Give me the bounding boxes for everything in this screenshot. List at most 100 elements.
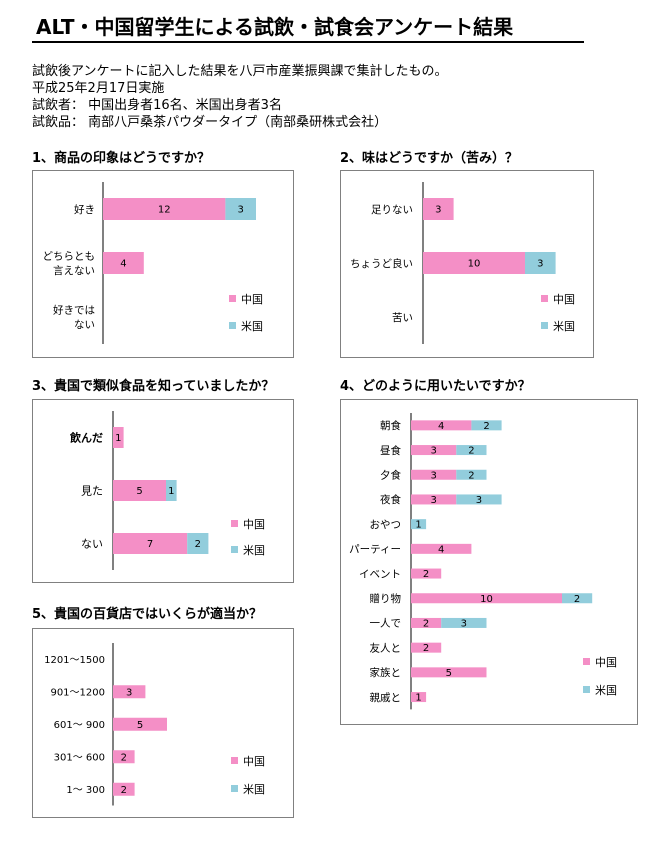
bar-segment-china — [411, 667, 487, 678]
legend-swatch-usa — [231, 546, 238, 553]
bar-segment-china — [411, 642, 442, 653]
bar-segment-china — [411, 469, 457, 480]
legend-label-china: 中国 — [553, 293, 575, 306]
category-label: 1～ 300 — [66, 785, 105, 796]
legend-swatch-china — [583, 658, 590, 665]
bar-segment-china — [423, 252, 525, 274]
category-label: 友人と — [370, 641, 402, 654]
legend-label-usa: 米国 — [241, 320, 263, 333]
data-label: 2 — [483, 421, 489, 432]
category-label: おやつ — [370, 519, 402, 531]
category-label: パーティー — [349, 544, 401, 556]
bar-segment-china — [411, 445, 457, 456]
chart-3: 飲んだ 1 見た 5 1 ない 7 2 中国米国 — [32, 399, 294, 583]
data-label: 2 — [121, 785, 127, 796]
category-label: 301～ 600 — [54, 752, 105, 763]
data-label: 3 — [430, 470, 436, 481]
chart-4-svg: 朝食 4 2 昼食 3 2 夕食 3 2 夜食 3 3 おやつ 1 パーティー 4 イベント 2 贈り物 10 2 一人で… — [349, 413, 617, 710]
data-label: 10 — [480, 594, 493, 605]
category-label: 好き — [74, 204, 95, 216]
data-label: 2 — [574, 594, 580, 605]
chart-1: 好き 12 3 どちらとも言えない 4 好きではない 中国米国 — [32, 170, 294, 358]
data-label: 5 — [137, 720, 143, 731]
data-label: 5 — [446, 668, 452, 679]
data-label: 2 — [195, 539, 201, 550]
legend-swatch-china — [231, 757, 238, 764]
info-line: 平成25年2月17日実施 — [32, 81, 165, 96]
bar-segment-china — [103, 198, 226, 220]
bar-segment-usa — [187, 533, 209, 554]
bar-segment-china — [411, 617, 442, 628]
page-title: ALT・中国留学生による試飲・試食会アンケート結果 — [32, 13, 584, 43]
bar-segment-usa — [441, 617, 487, 628]
category-label: 夜食 — [380, 493, 401, 506]
category-label: 見た — [81, 484, 103, 497]
category-label: 親戚と — [370, 691, 402, 704]
legend-swatch-usa — [231, 785, 238, 792]
bar-segment-china — [423, 198, 454, 220]
data-label: 4 — [438, 421, 444, 432]
chart-5: 1201～1500 901～1200 3 601～ 900 5 301～ 600 2 1～ 3… — [32, 628, 294, 818]
data-label: 3 — [430, 446, 436, 457]
bar-segment-usa — [456, 494, 502, 505]
legend-label-china: 中国 — [243, 518, 265, 531]
category-label: 901～1200 — [50, 687, 105, 698]
data-label: 1 — [115, 433, 121, 444]
info-line: 試飲者： 中国出身者16名、米国出身者3名 — [32, 98, 282, 113]
category-label: 飲んだ — [69, 430, 103, 444]
data-label: 4 — [120, 259, 126, 270]
legend-swatch-usa — [583, 686, 590, 693]
category-label: 朝食 — [380, 419, 401, 432]
data-label: 3 — [126, 687, 132, 698]
chart-4: 朝食 4 2 昼食 3 2 夕食 3 2 夜食 3 3 おやつ 1 パーティー 4 イベント 2 贈り物 10 2 一人で… — [340, 399, 638, 725]
bar-segment-usa — [456, 445, 487, 456]
category-label: 贈り物 — [370, 592, 402, 605]
category-label: 一人で — [370, 618, 402, 630]
legend-label-usa: 米国 — [243, 544, 265, 557]
bar-segment-usa — [411, 519, 427, 530]
legend-label-china: 中国 — [595, 656, 617, 669]
category-label: 苦い — [392, 311, 413, 324]
data-label: 1 — [415, 693, 421, 704]
category-label: 夕食 — [380, 469, 401, 482]
bar-segment-usa — [471, 420, 502, 431]
data-label: 1 — [168, 486, 174, 497]
data-label: 3 — [537, 259, 543, 270]
bar-segment-china — [411, 593, 562, 604]
legend-label-usa: 米国 — [553, 320, 575, 333]
category-label: イベント — [359, 568, 401, 580]
data-label: 2 — [423, 618, 429, 629]
legend-label-usa: 米国 — [595, 684, 617, 697]
bar-segment-china — [411, 568, 442, 579]
chart-4-title: 4、どのように用いたいですか？ — [340, 379, 531, 394]
data-label: 12 — [158, 205, 171, 216]
category-label: どちらとも言えない — [43, 251, 96, 278]
data-label: 3 — [238, 205, 244, 216]
legend-swatch-china — [229, 295, 236, 302]
bar-segment-china — [113, 717, 167, 731]
data-label: 1 — [415, 520, 421, 531]
category-label: 好きではない — [53, 305, 95, 332]
category-label: ない — [81, 537, 103, 550]
data-label: 10 — [468, 259, 481, 270]
info-line: 試飲品： 南部八戸桑茶パウダータイプ（南部桑研株式会社） — [32, 115, 388, 130]
bar-segment-usa — [562, 593, 593, 604]
chart-2: 足りない 3 ちょうど良い 10 3 苦い 中国 米国 — [340, 170, 594, 358]
data-label: 7 — [147, 539, 153, 550]
category-label: 1201～1500 — [44, 655, 105, 666]
bar-segment-china — [113, 427, 124, 448]
bar-segment-china — [113, 533, 188, 554]
legend-label-china: 中国 — [241, 293, 263, 306]
data-label: 2 — [468, 470, 474, 481]
chart-5-svg: 1201～1500 901～1200 3 601～ 900 5 301～ 600 2 1～ 3… — [44, 643, 265, 806]
chart-1-title: 1、商品の印象はどうですか？ — [32, 151, 211, 166]
data-label: 5 — [136, 486, 142, 497]
chart-5-title: 5、貴国の百貨店ではいくらが適当か？ — [32, 607, 263, 622]
bar-segment-usa — [225, 198, 256, 220]
bar-segment-china — [411, 420, 472, 431]
legend-label-china: 中国 — [243, 755, 265, 768]
data-label: 3 — [461, 618, 467, 629]
